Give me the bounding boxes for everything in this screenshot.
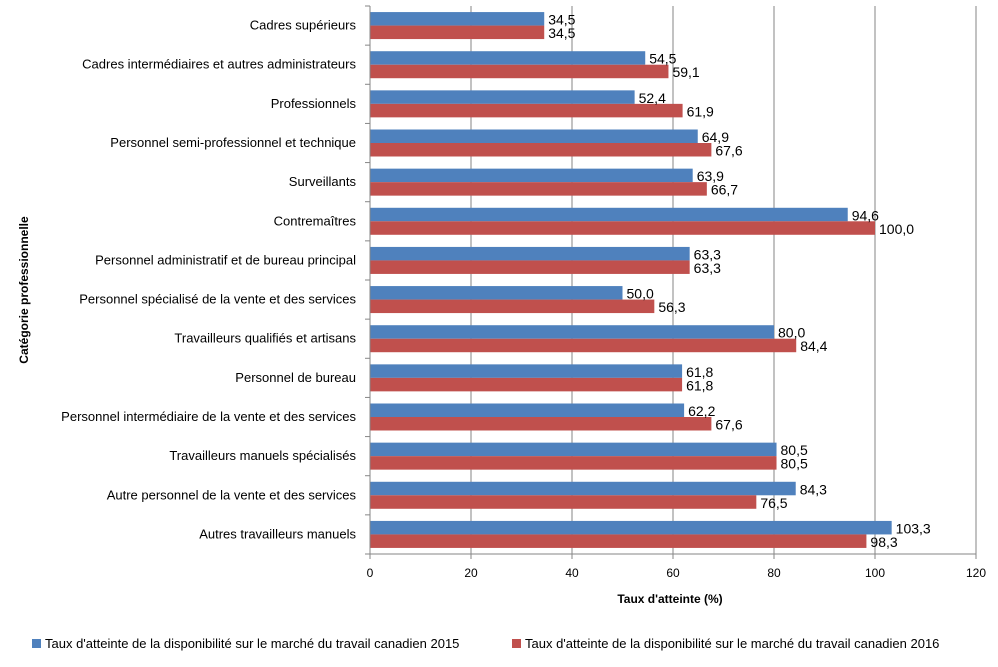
category-label: Travailleurs qualifiés et artisans xyxy=(174,331,356,346)
bar-series-2 xyxy=(370,417,712,431)
bar-series-2 xyxy=(370,182,707,196)
category-label: Autre personnel de la vente et des servi… xyxy=(107,487,357,502)
data-label: 52,4 xyxy=(639,90,666,106)
bar-series-2 xyxy=(370,103,683,118)
bar-series-1 xyxy=(370,12,545,26)
bar-series-1 xyxy=(370,90,635,104)
gridlines xyxy=(470,6,977,554)
x-tick-label: 60 xyxy=(666,566,680,580)
category-label: Personnel intermédiaire de la vente et d… xyxy=(61,409,356,424)
bar-series-2 xyxy=(370,299,655,314)
data-label: 80,5 xyxy=(781,456,808,472)
bar-series-2 xyxy=(370,338,797,353)
bar-series-1 xyxy=(370,442,777,457)
bar-series-2 xyxy=(370,456,777,470)
data-label: 98,3 xyxy=(870,534,897,550)
x-tick-label: 40 xyxy=(565,566,579,580)
data-label: 61,8 xyxy=(686,364,713,380)
axes xyxy=(365,5,977,559)
category-label: Personnel de bureau xyxy=(235,370,356,385)
bar-series-1 xyxy=(370,481,796,496)
category-label: Personnel administratif et de bureau pri… xyxy=(95,252,356,267)
data-label: 61,9 xyxy=(687,103,714,119)
legend: Taux d'atteinte de la disponibilité sur … xyxy=(32,636,939,651)
bar-series-2 xyxy=(370,495,757,509)
data-label: 80,0 xyxy=(778,325,805,341)
bar-series-2 xyxy=(370,143,712,157)
category-label: Contremaîtres xyxy=(274,213,357,228)
data-label: 66,7 xyxy=(711,182,738,198)
bar-series-1 xyxy=(370,246,690,261)
bar-series-1 xyxy=(370,403,685,417)
data-label: 59,1 xyxy=(672,64,699,80)
legend-label-1: Taux d'atteinte de la disponibilité sur … xyxy=(45,636,459,651)
bar-series-1 xyxy=(370,520,892,535)
x-axis-title: Taux d'atteinte (%) xyxy=(617,592,722,606)
category-label: Surveillants xyxy=(289,174,357,189)
bar-series-2 xyxy=(370,64,669,79)
data-label: 34,5 xyxy=(548,12,575,28)
x-tick-label: 20 xyxy=(464,566,478,580)
x-tick-label: 100 xyxy=(865,566,885,580)
data-label: 67,6 xyxy=(715,417,742,433)
bar-series-2 xyxy=(370,25,545,40)
x-tick-labels: 0 20 40 60 80 100 120 xyxy=(367,566,987,580)
data-labels: 34,534,554,559,152,461,964,967,663,966,7… xyxy=(548,12,931,550)
bars xyxy=(370,12,892,548)
bar-series-2 xyxy=(370,221,875,235)
category-label: Autres travailleurs manuels xyxy=(199,526,356,541)
data-label: 56,3 xyxy=(658,299,685,315)
data-label: 80,5 xyxy=(781,442,808,458)
data-label: 63,9 xyxy=(697,168,724,184)
x-tick-label: 0 xyxy=(367,566,374,580)
legend-label-2: Taux d'atteinte de la disponibilité sur … xyxy=(525,636,939,651)
data-label: 84,3 xyxy=(800,481,827,497)
data-label: 50,0 xyxy=(627,286,654,302)
x-tick-label: 120 xyxy=(966,566,986,580)
data-label: 64,9 xyxy=(702,129,729,145)
category-label: Professionnels xyxy=(271,96,357,111)
legend-swatch-2 xyxy=(512,639,521,648)
legend-swatch-1 xyxy=(32,639,41,648)
category-label: Personnel spécialisé de la vente et des … xyxy=(79,292,356,307)
data-label: 84,4 xyxy=(800,338,827,354)
data-label: 54,5 xyxy=(649,51,676,67)
y-axis-title: Catégorie professionnelle xyxy=(17,216,31,364)
category-label: Personnel semi-professionnel et techniqu… xyxy=(110,135,356,150)
bar-series-1 xyxy=(370,207,848,222)
data-label: 100,0 xyxy=(879,221,914,237)
category-label: Cadres supérieurs xyxy=(250,18,357,33)
category-labels: Cadres supérieurs Cadres intermédiaires e… xyxy=(61,18,356,542)
data-label: 94,6 xyxy=(852,207,879,223)
bar-series-1 xyxy=(370,129,698,143)
bar-series-1 xyxy=(370,168,693,183)
data-label: 63,3 xyxy=(694,260,721,276)
bar-series-1 xyxy=(370,51,646,65)
data-label: 63,3 xyxy=(694,246,721,262)
bar-series-2 xyxy=(370,534,867,548)
data-label: 67,6 xyxy=(715,143,742,159)
data-label: 61,8 xyxy=(686,377,713,393)
bar-series-1 xyxy=(370,286,623,300)
data-label: 76,5 xyxy=(760,495,787,511)
category-label: Cadres intermédiaires et autres administ… xyxy=(82,57,356,72)
bar-series-1 xyxy=(370,325,774,339)
bar-series-2 xyxy=(370,377,683,392)
data-label: 103,3 xyxy=(896,520,931,536)
bar-series-2 xyxy=(370,260,690,274)
category-label: Travailleurs manuels spécialisés xyxy=(169,448,356,463)
data-label: 62,2 xyxy=(688,403,715,419)
x-tick-label: 80 xyxy=(767,566,781,580)
data-label: 34,5 xyxy=(548,25,575,41)
bar-series-1 xyxy=(370,364,683,378)
